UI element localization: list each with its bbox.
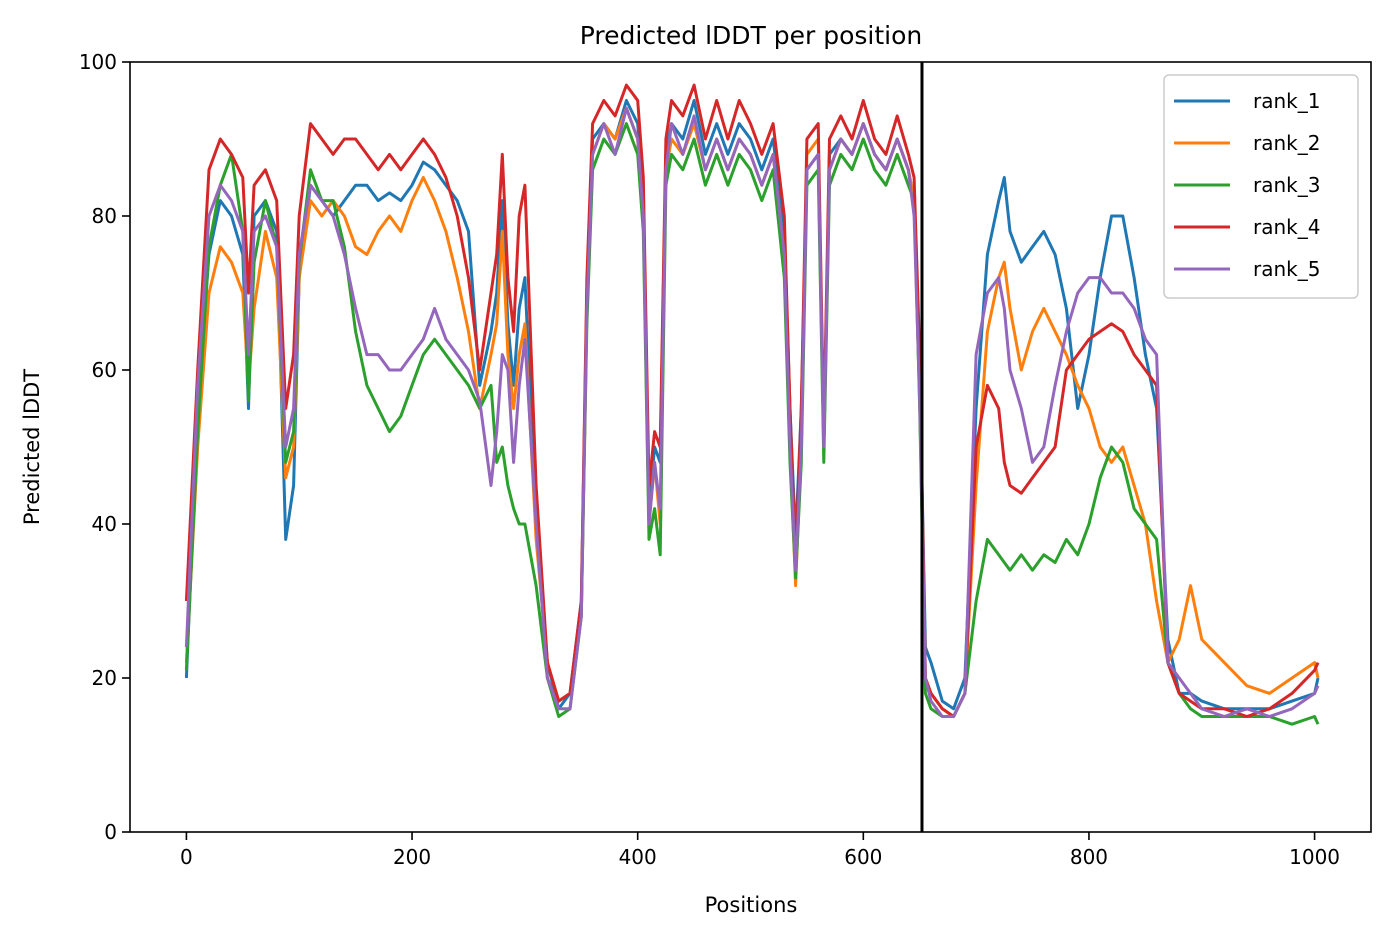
x-tick-label: 200 [393, 845, 431, 869]
legend: rank_1 rank_2 rank_3 rank_4 rank_5 [1163, 74, 1359, 299]
series-line-rank_3 [184, 122, 1320, 726]
y-axis-label: Predicted lDDT [20, 369, 44, 525]
y-tick-label: 60 [92, 358, 117, 382]
x-tick-label: 400 [619, 845, 657, 869]
x-tick-label: 800 [1070, 845, 1108, 869]
legend-label-rank_5: rank_5 [1253, 257, 1320, 281]
y-axis: 0 20 40 60 80 100 [79, 50, 130, 844]
legend-box [1163, 74, 1359, 299]
y-tick-label: 40 [92, 512, 117, 536]
series-line-rank_4 [184, 83, 1320, 718]
chart-title: Predicted lDDT per position [580, 21, 922, 50]
legend-label-rank_4: rank_4 [1253, 215, 1320, 239]
series-line-rank_5 [184, 106, 1320, 718]
y-tick-label: 0 [104, 820, 117, 844]
x-tick-label: 1000 [1289, 845, 1340, 869]
y-tick-label: 100 [79, 50, 117, 74]
y-tick-label: 20 [92, 666, 117, 690]
legend-label-rank_1: rank_1 [1253, 89, 1320, 113]
x-tick-label: 0 [180, 845, 193, 869]
y-tick-label: 80 [92, 204, 117, 228]
legend-label-rank_3: rank_3 [1253, 173, 1320, 197]
x-tick-label: 600 [844, 845, 882, 869]
x-axis-label: Positions [705, 893, 798, 917]
x-axis: 0 200 400 600 800 1000 [180, 832, 1340, 869]
series-line-rank_1 [184, 99, 1320, 711]
legend-label-rank_2: rank_2 [1253, 131, 1320, 155]
plot-frame [129, 61, 1372, 833]
series-layer [184, 83, 1320, 726]
